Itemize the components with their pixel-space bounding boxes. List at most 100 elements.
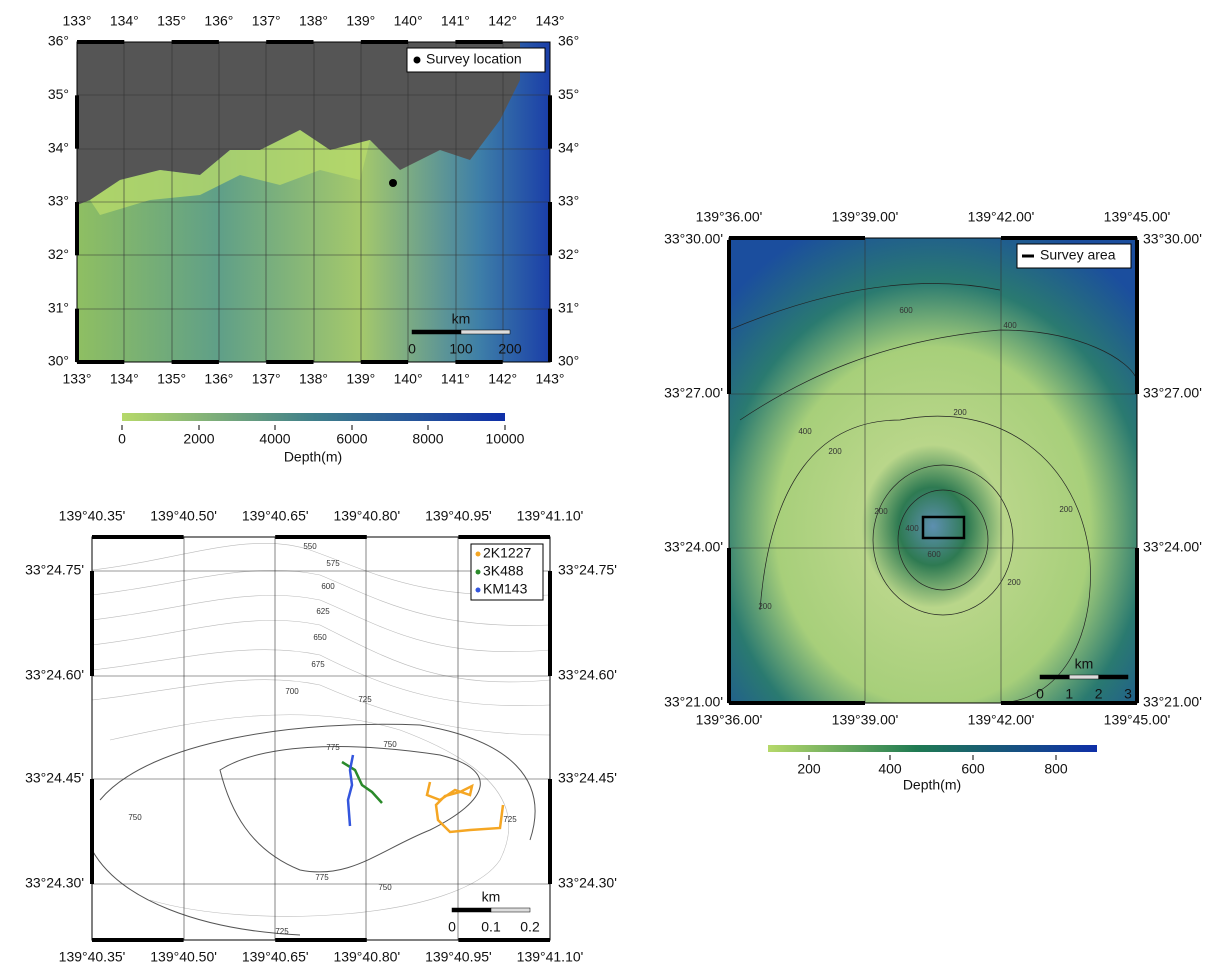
contour-label: 200 <box>874 507 888 516</box>
scale-segment <box>1069 675 1098 679</box>
lat-label: 33°24.00' <box>664 539 723 555</box>
contour-label: 600 <box>899 306 913 315</box>
contour-label: 200 <box>1059 505 1073 514</box>
lon-label: 133° <box>63 371 92 387</box>
scale-segment <box>1099 675 1128 679</box>
colorbar-label: 2000 <box>183 431 214 447</box>
contour-label: 775 <box>315 873 329 882</box>
contour-label: 725 <box>358 695 372 704</box>
lon-label: 139°41.10' <box>517 949 584 964</box>
colorbar <box>122 413 505 421</box>
legend-label: KM143 <box>483 581 528 597</box>
lon-label: 139°40.80' <box>333 949 400 964</box>
contour-label: 650 <box>313 633 327 642</box>
lon-label: 133° <box>63 13 92 29</box>
contour-label: 625 <box>316 607 330 616</box>
lat-label: 33°24.45' <box>558 770 617 786</box>
lon-label: 139°40.35' <box>59 949 126 964</box>
scale-label: 3 <box>1124 686 1132 702</box>
lat-label: 32° <box>558 246 579 262</box>
lat-label: 36° <box>48 33 69 49</box>
lon-label: 139° <box>346 371 375 387</box>
lon-label: 139°42.00' <box>968 712 1035 728</box>
lat-label: 36° <box>558 33 579 49</box>
legend-marker <box>476 552 481 557</box>
scale-label: 2 <box>1095 686 1103 702</box>
lon-label: 139°40.50' <box>150 508 217 524</box>
survey-location <box>389 179 397 187</box>
lon-label: 136° <box>204 13 233 29</box>
contour-label: 200 <box>1007 578 1021 587</box>
contour-label: 750 <box>128 813 142 822</box>
contour-label: 600 <box>927 550 941 559</box>
contour-label: 200 <box>828 447 842 456</box>
lon-label: 136° <box>204 371 233 387</box>
lon-label: 135° <box>157 371 186 387</box>
scale-unit: km <box>1075 656 1094 672</box>
contour-label: 550 <box>303 542 317 551</box>
lat-label: 30° <box>48 353 69 369</box>
legend-label: 2K1227 <box>483 545 531 561</box>
colorbar-label: 4000 <box>259 431 290 447</box>
lat-label: 33°24.60' <box>25 667 84 683</box>
colorbar-label: 400 <box>878 761 902 777</box>
colorbar-title: Depth(m) <box>284 449 342 465</box>
lon-label: 138° <box>299 13 328 29</box>
scale-segment <box>452 908 491 912</box>
colorbar-label: 0 <box>118 431 126 447</box>
lon-label: 138° <box>299 371 328 387</box>
lon-label: 139°40.95' <box>425 508 492 524</box>
lon-label: 137° <box>252 371 281 387</box>
lon-label: 141° <box>441 13 470 29</box>
lon-label: 134° <box>110 13 139 29</box>
contour-label: 700 <box>285 687 299 696</box>
lon-label: 139°36.00' <box>696 209 763 225</box>
scale-label: 0 <box>1036 686 1044 702</box>
lon-label: 139°40.65' <box>242 949 309 964</box>
contour-label: 750 <box>378 883 392 892</box>
legend-label: 3K488 <box>483 563 524 579</box>
lat-label: 33°24.75' <box>558 562 617 578</box>
lon-label: 139°40.80' <box>333 508 400 524</box>
lat-label: 33°30.00' <box>1143 231 1202 247</box>
lon-label: 139°40.35' <box>59 508 126 524</box>
lon-label: 139°39.00' <box>832 712 899 728</box>
scale-label: 0 <box>408 341 416 357</box>
colorbar-title: Depth(m) <box>903 777 961 793</box>
contour-label: 675 <box>311 660 325 669</box>
colorbar <box>768 745 1097 752</box>
lat-label: 33°24.60' <box>558 667 617 683</box>
scale-label: 200 <box>498 341 522 357</box>
legend-label: Survey location <box>426 51 522 67</box>
lon-label: 142° <box>488 371 517 387</box>
scale-label: 100 <box>449 341 473 357</box>
lon-label: 141° <box>441 371 470 387</box>
lon-label: 140° <box>394 371 423 387</box>
lat-label: 35° <box>48 86 69 102</box>
lon-label: 143° <box>536 371 565 387</box>
scale-segment <box>412 330 461 334</box>
scale-segment <box>461 330 510 334</box>
lat-label: 33°21.00' <box>1143 694 1202 710</box>
contour-label: 200 <box>953 408 967 417</box>
lat-label: 33°24.30' <box>558 875 617 891</box>
scale-label: 0 <box>448 919 456 935</box>
contour-label: 600 <box>321 582 335 591</box>
colorbar-label: 200 <box>797 761 821 777</box>
lat-label: 31° <box>48 299 69 315</box>
legend-marker <box>476 570 481 575</box>
lon-label: 134° <box>110 371 139 387</box>
lon-label: 137° <box>252 13 281 29</box>
colorbar-label: 10000 <box>486 431 525 447</box>
contour-label: 725 <box>503 815 517 824</box>
lon-label: 139°36.00' <box>696 712 763 728</box>
legend-label: Survey area <box>1040 247 1116 263</box>
lon-label: 139°42.00' <box>968 209 1035 225</box>
lat-label: 35° <box>558 86 579 102</box>
legend-marker <box>414 57 421 64</box>
contour-label: 400 <box>798 427 812 436</box>
scale-unit: km <box>482 889 501 905</box>
lat-label: 30° <box>558 353 579 369</box>
colorbar-label: 8000 <box>412 431 443 447</box>
lon-label: 139°41.10' <box>517 508 584 524</box>
